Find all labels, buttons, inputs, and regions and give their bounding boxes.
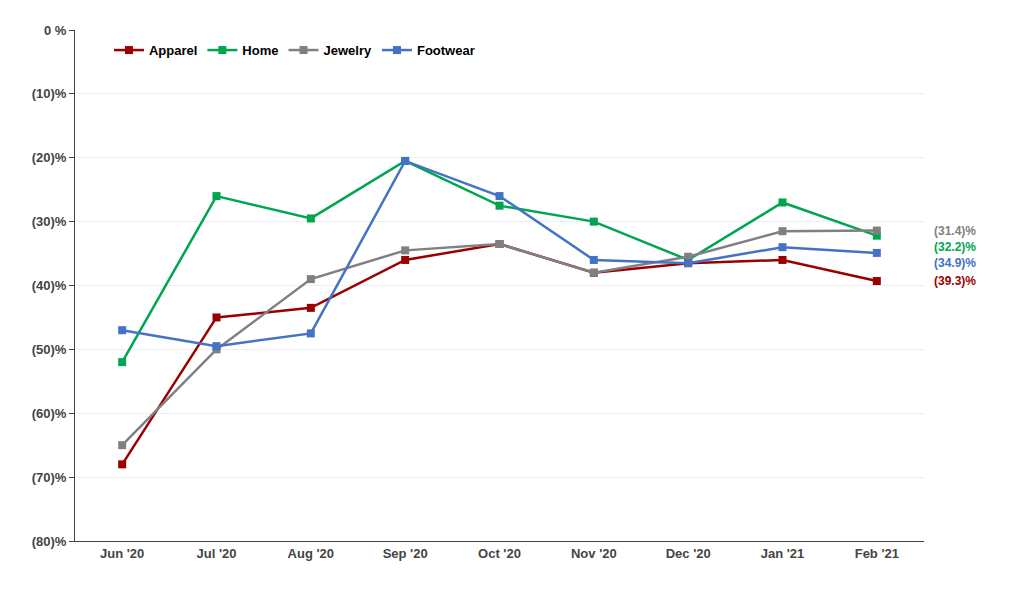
svg-text:Feb '21: Feb '21: [855, 546, 899, 561]
svg-text:Home: Home: [242, 43, 278, 58]
svg-text:Jul '20: Jul '20: [197, 546, 237, 561]
svg-text:Jewelry: Jewelry: [323, 43, 371, 58]
svg-text:Aug '20: Aug '20: [288, 546, 334, 561]
svg-text:(60)%: (60)%: [32, 406, 67, 421]
svg-text:(30)%: (30)%: [32, 214, 67, 229]
svg-text:(80)%: (80)%: [32, 534, 67, 549]
svg-text:Footwear: Footwear: [417, 43, 475, 58]
svg-text:(31.4)%: (31.4)%: [934, 224, 976, 238]
svg-text:Jan '21: Jan '21: [761, 546, 805, 561]
svg-text:Nov '20: Nov '20: [571, 546, 617, 561]
svg-text:(70)%: (70)%: [32, 470, 67, 485]
svg-text:(20)%: (20)%: [32, 150, 67, 165]
svg-text:(50)%: (50)%: [32, 342, 67, 357]
svg-text:Apparel: Apparel: [149, 43, 197, 58]
svg-text:(34.9)%: (34.9)%: [934, 256, 976, 270]
svg-text:(10)%: (10)%: [32, 86, 67, 101]
svg-text:Sep '20: Sep '20: [383, 546, 428, 561]
svg-text:(32.2)%: (32.2)%: [934, 240, 976, 254]
svg-text:0 %: 0 %: [44, 23, 67, 38]
svg-text:Dec '20: Dec '20: [666, 546, 711, 561]
svg-text:(40)%: (40)%: [32, 278, 67, 293]
svg-text:Jun '20: Jun '20: [100, 546, 144, 561]
svg-text:Oct '20: Oct '20: [478, 546, 521, 561]
svg-text:(39.3)%: (39.3)%: [934, 274, 976, 288]
